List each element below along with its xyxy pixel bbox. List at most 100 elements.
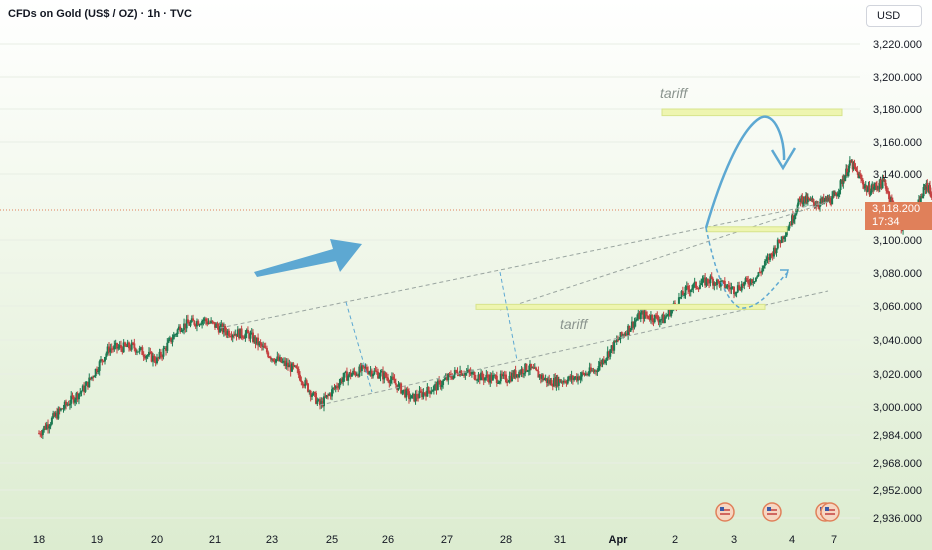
candle: [136, 349, 138, 356]
candle: [749, 278, 752, 287]
candle: [59, 407, 62, 412]
candle: [121, 346, 124, 355]
candle: [140, 346, 142, 351]
candle: [680, 290, 683, 300]
candle: [239, 328, 242, 339]
candle: [717, 279, 720, 284]
candle: [606, 346, 609, 361]
candle: [862, 181, 865, 190]
candle: [853, 159, 856, 170]
candle: [387, 373, 389, 383]
candle: [113, 340, 116, 352]
candle: [536, 369, 539, 372]
candle: [647, 315, 650, 320]
candle: [240, 325, 243, 340]
y-tick-label: 3,020.000: [873, 369, 922, 381]
candle: [52, 410, 55, 420]
us-flag-event-icon[interactable]: [762, 502, 782, 522]
candle: [499, 370, 502, 385]
candle: [490, 372, 493, 384]
candle: [311, 393, 313, 401]
candle: [757, 271, 760, 277]
candle: [357, 373, 360, 378]
candle: [94, 368, 97, 379]
candle: [524, 362, 527, 377]
candle: [279, 354, 281, 363]
candle: [273, 358, 276, 365]
candle: [340, 376, 343, 385]
candle: [304, 377, 307, 389]
candle: [569, 374, 572, 382]
candle: [702, 275, 705, 283]
candle: [397, 381, 400, 391]
candle: [377, 368, 380, 379]
candle: [62, 404, 65, 413]
candle: [448, 371, 451, 378]
price-zone[interactable]: [475, 303, 766, 310]
candle: [360, 362, 363, 376]
candle: [839, 178, 842, 195]
candle: [684, 285, 687, 299]
candle: [349, 369, 352, 380]
candle: [548, 374, 551, 386]
us-flag-event-icon[interactable]: [715, 502, 735, 522]
candle: [250, 328, 253, 335]
candle: [838, 189, 841, 198]
candle: [374, 365, 377, 372]
candle: [158, 348, 161, 360]
candle: [455, 369, 458, 373]
candle: [607, 350, 610, 360]
candle: [254, 335, 257, 349]
candle: [622, 333, 625, 339]
candle: [319, 397, 321, 410]
candle: [783, 235, 786, 243]
candle: [231, 333, 234, 343]
candle: [100, 356, 102, 363]
candle: [276, 351, 279, 362]
candle: [822, 193, 825, 205]
candle: [498, 380, 501, 385]
candle: [172, 331, 175, 340]
candle: [568, 375, 571, 382]
price-zone[interactable]: [661, 108, 843, 117]
y-tick-label: 3,040.000: [873, 335, 922, 347]
candle: [313, 391, 316, 398]
candle: [210, 317, 213, 324]
trend-line: [319, 290, 829, 406]
currency-button[interactable]: USD: [866, 5, 922, 27]
candle: [758, 267, 761, 274]
us-flag-event-icon[interactable]: [820, 502, 840, 522]
candle: [177, 324, 180, 330]
candle: [162, 345, 165, 360]
candle: [577, 373, 580, 385]
candlestick-series[interactable]: [38, 156, 932, 440]
candle: [194, 323, 197, 329]
candle: [102, 360, 105, 363]
candle: [422, 388, 425, 400]
candle: [529, 360, 531, 375]
candle: [45, 421, 48, 431]
candle: [148, 347, 150, 358]
candle: [303, 383, 305, 389]
candle: [541, 373, 543, 383]
candle: [787, 226, 790, 231]
candle: [284, 357, 287, 369]
candle: [655, 313, 657, 319]
price-zone[interactable]: [705, 226, 788, 233]
candle: [323, 393, 325, 412]
candle: [354, 371, 357, 378]
candle: [435, 381, 438, 395]
candle: [309, 389, 312, 402]
candle: [708, 279, 711, 289]
candle: [259, 339, 262, 349]
candle: [460, 369, 463, 376]
candle: [153, 354, 156, 363]
candle: [560, 379, 563, 384]
chart-grid: [0, 43, 860, 519]
candle: [580, 371, 583, 382]
candle: [243, 335, 246, 339]
candle: [463, 370, 466, 378]
candle: [770, 252, 773, 259]
candle: [106, 343, 109, 356]
